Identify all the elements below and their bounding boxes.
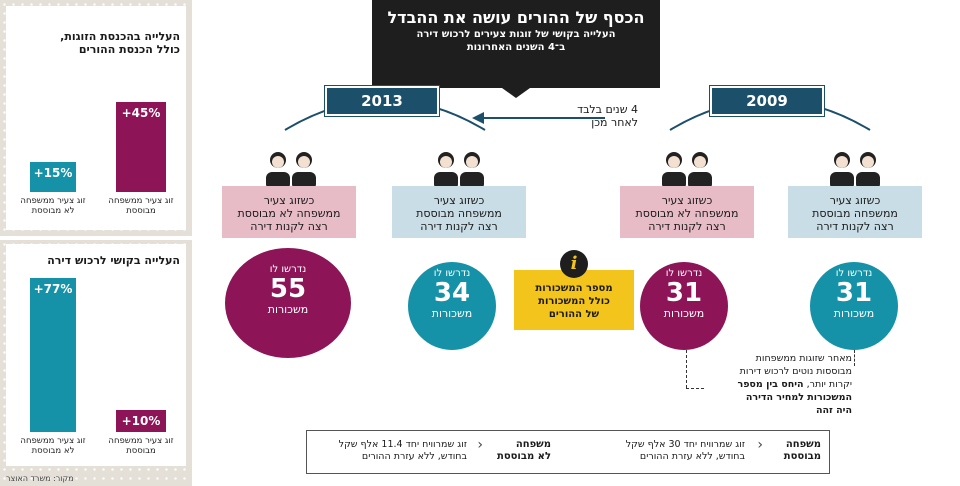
couple-icon [662,152,712,190]
arrow-head-icon [472,112,484,124]
note-connector-right [854,350,855,366]
note-connector-left [686,350,687,388]
legend-established-title: משפחה מבוססת [783,439,821,462]
page-subtitle-line2: ב־4 השנים האחרונות [466,42,566,53]
headline-banner: הכסף של ההורים עושה את ההבדל העלייה בקוש… [372,0,660,98]
difficulty-panel-title: העלייה בקושי לרכוש דירה [47,254,180,267]
info-box: מספר המשכורות כולל המשכורות של ההורים [514,270,634,330]
couple-icon [830,152,880,190]
box-2009-established: כשזוג צעיר ממשפחה מבוססת רצה לקנות דירה [788,186,922,238]
legend-non-established-title: משפחה לא מבוססת [496,439,551,462]
difficulty-bar-label-established: זוג צעיר ממשפחה מבוססת [108,436,174,456]
note-connector-h [686,388,704,389]
box-2013-established: כשזוג צעיר ממשפחה מבוססת רצה לקנות דירה [392,186,526,238]
page-title: הכסף של ההורים עושה את ההבדל [387,8,645,27]
income-panel: העלייה בהכנסת הזוגות, כולל הכנסת ההורים … [0,0,192,236]
difficulty-panel: העלייה בקושי לרכוש דירה +10% +77% זוג צע… [0,240,192,486]
box-2009-non-established: כשזוג צעיר ממשפחה לא מבוססת רצה לקנות דירה [620,186,754,238]
circle-2009-non-established: נדרשו לו 31 משכורות [640,262,728,350]
explanation-note: מאחר שזוגות ממשפחות מבוססות נוטים לרכוש … [737,353,852,416]
couple-icon [266,152,316,190]
circle-2013-non-established: נדרשו לו 55 משכורות [225,248,351,358]
year-2009-ribbon: 2009 [710,86,824,116]
difficulty-bar-established: +10% [116,410,166,432]
legend: משפחה מבוססת ‹ זוג שמרוויח יחד 30 אלף שקל… [306,430,830,474]
year-2013-ribbon: 2013 [325,86,439,116]
legend-established-text: זוג שמרוויח יחד 30 אלף שקל בחודש, ללא עזר… [625,439,745,462]
chevron-left-icon: ‹ [757,437,763,453]
income-bar-label-established: זוג צעיר ממשפחה מבוססת [108,196,174,216]
circle-2013-established: נדרשו לו 34 משכורות [408,262,496,350]
source-note: מקור: משרד האוצר [6,474,74,483]
circle-2009-established: נדרשו לו 31 משכורות [810,262,898,350]
difficulty-bar-non-established: +77% [30,278,76,432]
timeline-arrow-text: 4 שנים בלבד לאחר מכן [577,103,638,129]
box-2013-non-established: כשזוג צעיר ממשפחה לא מבוססת רצה לקנות דירה [222,186,356,238]
couple-icon [434,152,484,190]
difficulty-bar-label-non-established: זוג צעיר ממשפחה לא מבוססת [20,436,86,456]
income-bar-established: +45% [116,102,166,192]
income-panel-title: העלייה בהכנסת הזוגות, כולל הכנסת ההורים [60,30,180,56]
page-subtitle-line1: העלייה בקושי של זוגות צעירים לרכוש דירה [416,29,616,40]
income-bar-label-non-established: זוג צעיר ממשפחה לא מבוססת [20,196,86,216]
chevron-left-icon: ‹ [477,437,483,453]
legend-non-established-text: זוג שמרוויח יחד 11.4 אלף שקל בחודש, ללא ע… [338,439,467,462]
info-icon: i [560,250,588,278]
income-bar-non-established: +15% [30,162,76,192]
